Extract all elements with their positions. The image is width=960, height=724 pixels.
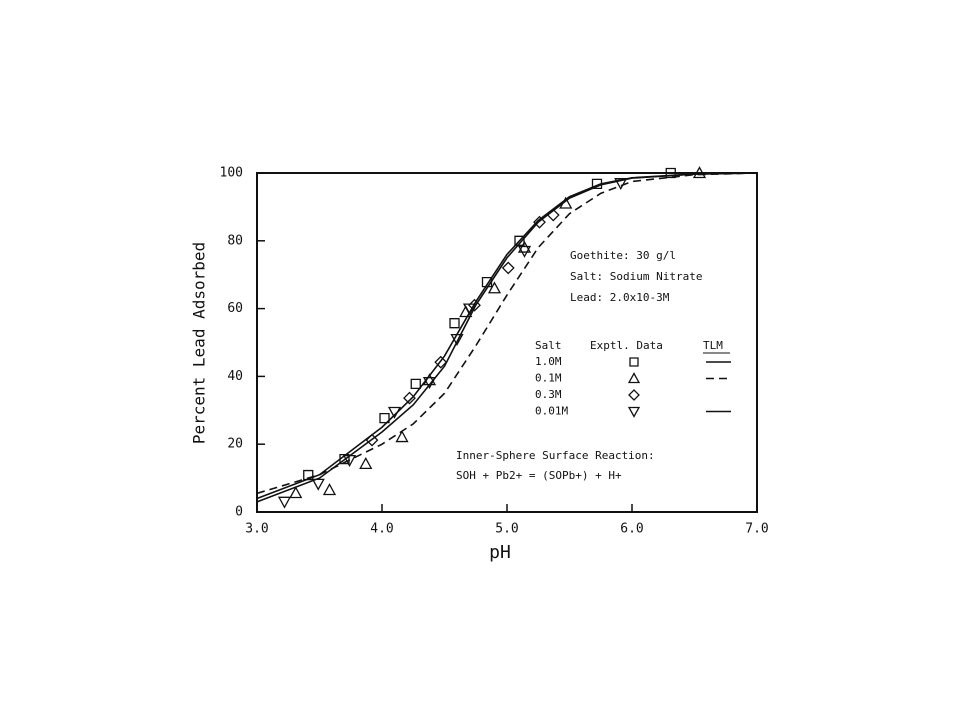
legend-marker bbox=[628, 389, 640, 401]
data-point bbox=[403, 391, 416, 405]
data-point bbox=[481, 277, 493, 288]
data-point bbox=[311, 478, 325, 491]
data-point bbox=[487, 281, 502, 294]
data-point bbox=[614, 178, 628, 191]
y-tick-label: 60 bbox=[227, 301, 243, 316]
annotation: Salt: Sodium Nitrate bbox=[570, 270, 702, 283]
y-axis-label: Percent Lead Adsorbed bbox=[190, 242, 209, 444]
x-tick-label: 5.0 bbox=[495, 522, 518, 537]
legend-label: 0.3M bbox=[535, 388, 562, 401]
data-point bbox=[533, 215, 546, 229]
data-point bbox=[359, 457, 373, 470]
data-point bbox=[379, 412, 390, 424]
data-point bbox=[449, 318, 460, 329]
fit-curve bbox=[256, 172, 758, 495]
annotation: Lead: 2.0x10-3M bbox=[570, 291, 670, 304]
data-point bbox=[342, 454, 357, 467]
legend-label: 1.0M bbox=[535, 355, 562, 368]
x-axis-label: pH bbox=[489, 542, 511, 563]
data-point bbox=[462, 303, 477, 316]
data-point bbox=[289, 486, 303, 499]
legend-header: Salt bbox=[535, 339, 562, 352]
data-point bbox=[422, 377, 437, 390]
data-point bbox=[410, 378, 421, 390]
data-point bbox=[546, 208, 560, 222]
y-tick-label: 40 bbox=[227, 369, 243, 384]
legend-label: 0.1M bbox=[535, 372, 562, 385]
fit-curve bbox=[256, 172, 758, 500]
data-point bbox=[559, 196, 573, 209]
legend-marker bbox=[627, 372, 641, 384]
legend-marker bbox=[627, 406, 641, 418]
legend-marker bbox=[629, 357, 639, 367]
annotation: SOH + Pb2+ = (SOPb+) + H+ bbox=[456, 469, 622, 482]
data-point bbox=[692, 166, 707, 179]
legend-label: 0.01M bbox=[535, 405, 568, 418]
x-tick-label: 3.0 bbox=[245, 522, 268, 537]
x-tick-label: 6.0 bbox=[620, 522, 643, 537]
data-point bbox=[322, 483, 337, 496]
data-point bbox=[277, 496, 292, 509]
y-tick-label: 80 bbox=[227, 233, 243, 248]
data-point bbox=[501, 261, 515, 275]
data-point bbox=[514, 235, 525, 246]
annotation: Inner-Sphere Surface Reaction: bbox=[456, 449, 655, 462]
legend-header: Exptl. Data bbox=[590, 339, 663, 352]
data-point bbox=[395, 430, 409, 443]
data-point bbox=[434, 355, 448, 369]
x-tick-label: 4.0 bbox=[370, 522, 393, 537]
data-point bbox=[591, 178, 603, 189]
legend-header: TLM bbox=[703, 339, 723, 352]
y-tick-label: 0 bbox=[235, 505, 243, 520]
y-tick-label: 20 bbox=[227, 437, 243, 452]
annotation: Goethite: 30 g/l bbox=[570, 249, 676, 262]
y-tick-label: 100 bbox=[220, 166, 243, 181]
data-point bbox=[387, 406, 402, 419]
x-tick-label: 7.0 bbox=[745, 522, 768, 537]
data-point bbox=[450, 333, 464, 346]
data-point bbox=[468, 298, 481, 312]
data-point bbox=[517, 245, 532, 258]
